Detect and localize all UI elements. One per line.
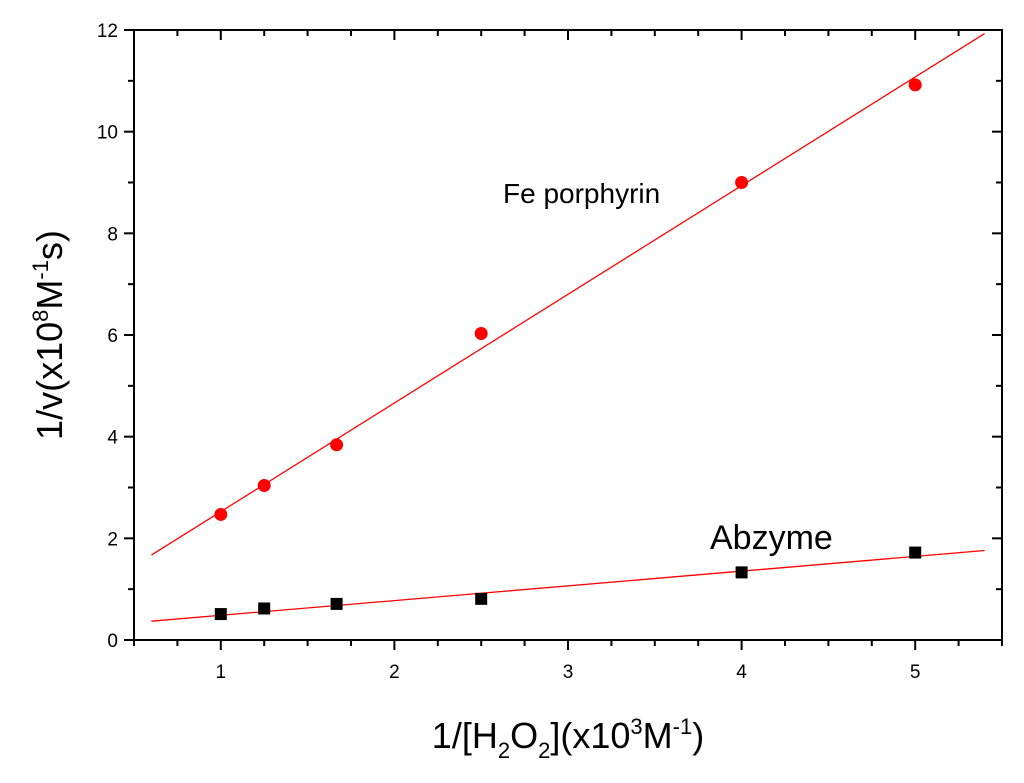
point-fe-porphyrin	[474, 326, 488, 340]
point-abzyme	[214, 608, 227, 621]
y-tick-label: 10	[97, 123, 118, 144]
plot-frame	[133, 29, 1003, 641]
y-tick-label: 4	[107, 428, 118, 449]
y-tick-label: 6	[107, 326, 118, 347]
point-abzyme	[475, 592, 488, 605]
y-tick-label: 12	[97, 21, 118, 42]
fit-line-abzyme	[151, 549, 985, 622]
x-axis-title: 1/[H2O2](x103M-1)	[432, 714, 704, 763]
point-fe-porphyrin	[214, 507, 228, 521]
fit-line-fe-porphyrin	[151, 33, 985, 556]
x-tick-label: 2	[389, 662, 400, 683]
x-tick-label: 4	[736, 662, 747, 683]
point-abzyme	[909, 546, 922, 559]
x-tick-label: 5	[910, 662, 921, 683]
point-fe-porphyrin	[257, 478, 271, 492]
point-fe-porphyrin	[908, 78, 922, 92]
point-abzyme	[735, 566, 748, 579]
fit-lines	[151, 33, 985, 622]
y-tick-label: 8	[107, 224, 118, 245]
point-fe-porphyrin	[735, 176, 749, 189]
y-axis-title: 1/v(x108M-1s)	[28, 230, 70, 440]
data-points	[214, 78, 922, 621]
y-tick-label: 0	[107, 631, 118, 652]
point-fe-porphyrin	[330, 438, 344, 452]
x-tick-label: 1	[216, 662, 227, 683]
series-label-fe-porphyrin: Fe porphyrin	[503, 178, 660, 209]
y-tick-label: 2	[107, 529, 118, 550]
x-tick-label: 3	[563, 662, 574, 683]
point-abzyme	[258, 602, 271, 615]
series-label-abzyme: Abzyme	[710, 519, 833, 557]
point-abzyme	[330, 597, 343, 610]
